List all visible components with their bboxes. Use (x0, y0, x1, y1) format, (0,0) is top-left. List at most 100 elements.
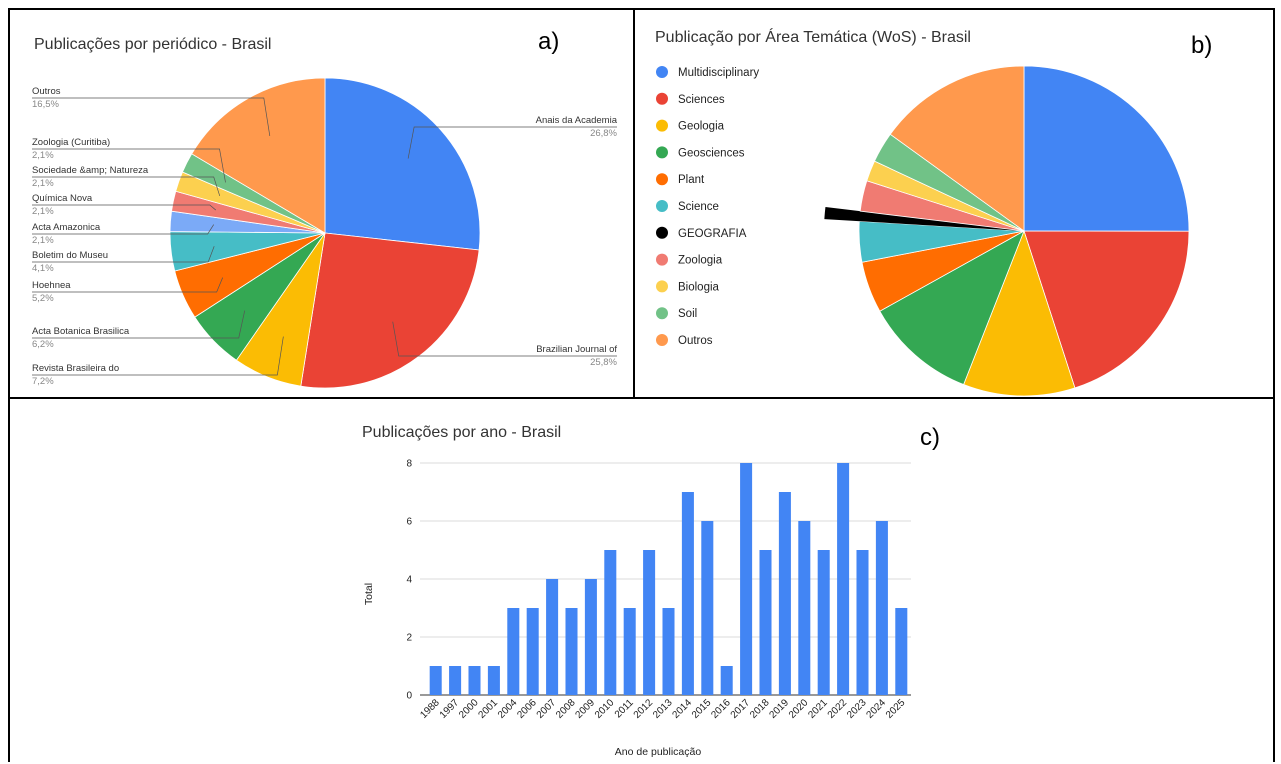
x-tick-label: 2006 (515, 697, 539, 721)
pie-slice (1023, 230, 1190, 389)
slice-label: Sociedade &amp; Natureza (32, 165, 149, 176)
chart-title: Publicação por Área Temática (WoS) - Bra… (655, 29, 971, 46)
x-tick-label: 1988 (418, 697, 442, 721)
panel-journal-pie: Publicações por periódico - Brasil a) An… (8, 8, 636, 400)
legend-label: Geologia (678, 121, 725, 133)
bar (429, 666, 442, 695)
slice-percent: 6,2% (32, 339, 54, 350)
slice-percent: 26,8% (590, 128, 617, 139)
x-tick-label: 1997 (438, 697, 462, 721)
x-tick-label: 2012 (632, 697, 656, 721)
x-tick-label: 2024 (865, 697, 889, 721)
leader-line (32, 246, 215, 263)
legend-marker (656, 66, 668, 78)
x-tick-label: 2000 (457, 697, 481, 721)
x-tick-label: 2015 (690, 697, 714, 721)
leader-line (407, 126, 617, 159)
legend-label: Zoologia (678, 255, 723, 267)
bar (798, 521, 811, 695)
slice-percent: 2,1% (32, 178, 54, 189)
legend-label: Sciences (678, 94, 725, 106)
pie-slice (324, 77, 481, 251)
panel-letter: c) (920, 424, 940, 451)
slice-label: Acta Amazonica (32, 222, 101, 233)
bar (720, 666, 733, 695)
bar (623, 608, 636, 695)
slice-percent: 5,2% (32, 293, 54, 304)
legend-marker (656, 119, 668, 132)
legend-marker (656, 92, 668, 105)
pie-slice (1023, 65, 1190, 232)
slice-percent: 7,2% (32, 376, 54, 387)
leader-line (392, 321, 617, 357)
bar (507, 608, 520, 695)
bar (895, 608, 908, 695)
bar (759, 550, 772, 695)
x-tick-label: 2021 (806, 697, 830, 721)
bar (487, 666, 500, 695)
legend-marker (656, 173, 668, 186)
legend-marker (656, 226, 668, 239)
x-tick-label: 2008 (554, 697, 578, 721)
legend-label: Outros (678, 335, 713, 347)
bar (662, 608, 675, 695)
legend-marker (656, 253, 668, 266)
pie-slice (963, 229, 1076, 397)
x-tick-label: 2018 (748, 697, 772, 721)
slice-percent: 25,8% (590, 357, 617, 368)
legend-label: Science (678, 201, 719, 213)
legend-label: Plant (678, 174, 705, 186)
year-bar-chart: 0 2 4 6 8 19881997200020012004200620072008200… (363, 459, 911, 758)
bar (449, 666, 462, 695)
x-tick-label: 2011 (613, 697, 636, 720)
x-tick-label: 2001 (477, 697, 501, 721)
slice-percent: 2,1% (32, 235, 54, 246)
x-tick-label: 2025 (884, 697, 908, 721)
legend-label: GEOGRAFIA (678, 228, 747, 240)
chart-title: Publicações por ano - Brasil (362, 424, 562, 441)
x-tick-label: 2013 (651, 697, 675, 721)
slice-percent: 16,5% (32, 99, 59, 110)
slice-label: Anais da Academia (536, 115, 618, 126)
legend-marker (656, 307, 668, 320)
leader-line (32, 204, 217, 211)
bar (837, 463, 850, 695)
y-axis-label: Total (363, 583, 375, 605)
legend-marker (656, 200, 668, 212)
legend-label: Biologia (678, 281, 720, 293)
bar (817, 550, 830, 695)
panel-area-pie: Publicação por Área Temática (WoS) - Bra… (633, 8, 1275, 400)
x-tick-label: 2009 (574, 697, 598, 721)
bar (875, 521, 888, 695)
y-tick-label: 8 (406, 459, 412, 470)
bar (778, 492, 791, 695)
pie-slice (300, 232, 480, 389)
y-tick-label: 4 (406, 575, 412, 586)
pie-slice (858, 220, 1025, 263)
y-tick-label: 0 (406, 691, 412, 702)
x-tick-label: 2020 (787, 697, 811, 721)
slice-label: Brazilian Journal of (536, 344, 617, 355)
bar (565, 608, 578, 695)
x-tick-label: 2007 (535, 697, 559, 721)
leader-line (32, 310, 246, 339)
bar (681, 492, 694, 695)
slice-percent: 2,1% (32, 150, 54, 161)
legend-label: Geosciences (678, 147, 745, 159)
bar (584, 579, 597, 695)
leader-line (32, 277, 224, 293)
area-pie-chart: Multidisciplinary Sciences Geologia Geoscie… (656, 65, 1190, 397)
slice-label: Zoologia (Curitiba) (32, 137, 110, 148)
slice-percent: 2,1% (32, 206, 54, 217)
legend-marker (656, 334, 668, 346)
legend-label: Multidisciplinary (678, 67, 759, 79)
slice-label: Outros (32, 86, 61, 97)
bar (604, 550, 617, 695)
slice-label: Acta Botanica Brasilica (32, 326, 130, 337)
bar (526, 608, 539, 695)
slice-label: Boletim do Museu (32, 250, 108, 261)
slice-label: Revista Brasileira do (32, 363, 119, 374)
pie-slice (889, 65, 1025, 232)
legend-marker (656, 280, 668, 293)
y-tick-label: 2 (406, 633, 412, 644)
